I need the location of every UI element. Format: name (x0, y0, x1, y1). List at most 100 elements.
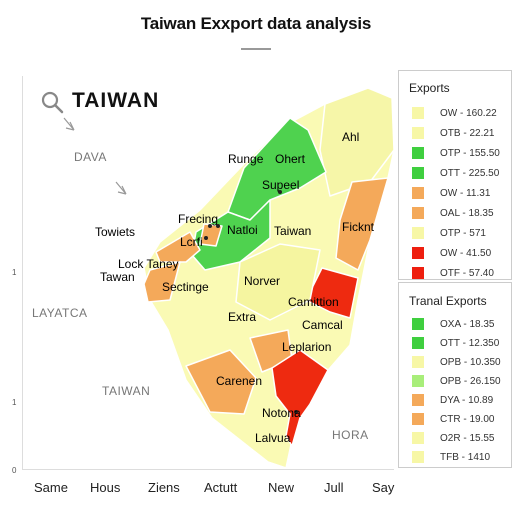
region-red-south (271, 349, 329, 447)
region-green-central (191, 199, 271, 271)
place-label: Ficknt (342, 220, 375, 234)
region-orange-west-2 (143, 261, 181, 303)
legend-swatch (412, 207, 424, 219)
legend-label: OW - 41.50 (440, 247, 492, 259)
legend-item[interactable]: OW - 11.31 (412, 187, 490, 199)
chart-title: Taiwan Exxport data analysis (140, 14, 372, 33)
legend-item[interactable]: OTP - 571 (412, 227, 486, 239)
place-label: Leplarion (282, 340, 332, 354)
legend-swatch (412, 247, 424, 259)
y-tick: 1 (12, 398, 17, 407)
place-label: Camittion (288, 295, 339, 309)
legend-item[interactable]: DYA - 10.89 (412, 394, 493, 406)
place-label: Natloi (227, 223, 258, 237)
legend-label: DYA - 10.89 (440, 394, 494, 406)
legend-exports: Exports OW - 160.22 OTB - 22.21 OTP - 155.… (398, 70, 512, 280)
legend-label: TFB - 1410 (440, 451, 491, 463)
legend-label: OTT - 225.50 (440, 167, 500, 179)
geo-label: TAIWAN (102, 384, 151, 398)
arrow-icon (63, 117, 75, 131)
place-label: Lcrfi (180, 235, 203, 249)
legend-item[interactable]: OTT - 12.350 (412, 337, 499, 349)
legend-label: OXA - 18.35 (440, 318, 495, 330)
search-label[interactable]: TAIWAN (72, 89, 160, 112)
arrow-icon (115, 181, 127, 195)
legend-swatch (412, 318, 424, 330)
legend-swatch (412, 451, 424, 463)
legend-item[interactable]: OPB - 10.350 (412, 356, 501, 368)
legend-item[interactable]: OTP - 155.50 (412, 147, 500, 159)
legend-swatch (412, 167, 424, 179)
legend-item[interactable]: OW - 160.22 (412, 107, 497, 119)
legend-label: O2R - 15.55 (440, 432, 495, 444)
search-icon[interactable] (40, 90, 66, 116)
legend-label: OPB - 26.150 (440, 375, 501, 387)
place-label: Notona (262, 406, 301, 420)
legend-item[interactable]: OTB - 22.21 (412, 127, 494, 139)
legend-swatch (412, 107, 424, 119)
city-marker (278, 190, 282, 194)
place-label: Tawan (100, 270, 135, 284)
place-label: Towiets (95, 225, 136, 239)
legend-label: OTT - 12.350 (440, 337, 500, 349)
legend-item[interactable]: OXA - 18.35 (412, 318, 494, 330)
x-tick: Same (34, 480, 68, 495)
legend-item[interactable]: OPB - 26.150 (412, 375, 501, 387)
region-lcrfi (199, 223, 223, 247)
x-tick: Ziens (148, 480, 180, 495)
legend-label: OAL - 18.35 (440, 207, 494, 219)
legend-item[interactable]: OTT - 225.50 (412, 167, 499, 179)
place-label: Norver (244, 274, 281, 288)
y-tick: 1 (12, 268, 17, 277)
geo-label: HORA (332, 428, 369, 442)
legend-swatch (412, 147, 424, 159)
legend-item[interactable]: OAL - 18.35 (412, 207, 494, 219)
legend-label: OTB - 22.21 (440, 127, 495, 139)
legend-label: OW - 160.22 (440, 107, 497, 119)
x-tick: Say (372, 480, 395, 495)
place-label: Ohert (275, 152, 306, 166)
place-label: Ahl (342, 130, 360, 144)
legend-label: CTR - 19.00 (440, 413, 495, 425)
legend-title: Tranal Exports (409, 294, 487, 308)
legend-item[interactable]: OTF - 57.40 (412, 267, 494, 279)
geo-label: DAVA (74, 150, 107, 164)
x-tick: Jull (324, 480, 344, 495)
legend-label: OW - 11.31 (440, 187, 491, 199)
city-marker (294, 410, 298, 414)
city-marker (216, 224, 220, 228)
legend-transl-exports: Tranal Exports OXA - 18.35 OTT - 12.350 OP… (398, 282, 512, 468)
legend-swatch (412, 375, 424, 387)
title-divider (241, 48, 271, 50)
place-label: Extra (228, 310, 257, 324)
legend-swatch (412, 337, 424, 349)
region-central (235, 243, 321, 321)
legend-label: OTF - 57.40 (440, 267, 494, 279)
legend-swatch (412, 227, 424, 239)
x-tick: Hous (90, 480, 121, 495)
place-label: Taiwan (274, 224, 312, 238)
place-label: Frecing (178, 212, 219, 226)
x-tick: Actutt (204, 480, 238, 495)
region-north-east (319, 87, 395, 197)
legend-item[interactable]: OW - 41.50 (412, 247, 491, 259)
place-label: Camcal (302, 318, 343, 332)
region-orange-west (155, 231, 201, 263)
geo-label: LAYATCA (32, 306, 88, 320)
legend-swatch (412, 187, 424, 199)
legend-label: OTP - 571 (440, 227, 486, 239)
x-tick: New (268, 480, 295, 495)
city-marker (208, 224, 212, 228)
region-orange-southwest (185, 349, 257, 415)
plot-frame (22, 76, 394, 470)
legend-swatch (412, 432, 424, 444)
legend-item[interactable]: CTR - 19.00 (412, 413, 494, 425)
legend-swatch (412, 267, 424, 279)
legend-item[interactable]: TFB - 1410 (412, 451, 490, 463)
place-label: Lock Taney (118, 257, 179, 271)
legend-title: Exports (409, 81, 450, 95)
legend-swatch (412, 356, 424, 368)
legend-label: OPB - 10.350 (440, 356, 501, 368)
legend-label: OTP - 155.50 (440, 147, 500, 159)
legend-item[interactable]: O2R - 15.55 (412, 432, 494, 444)
